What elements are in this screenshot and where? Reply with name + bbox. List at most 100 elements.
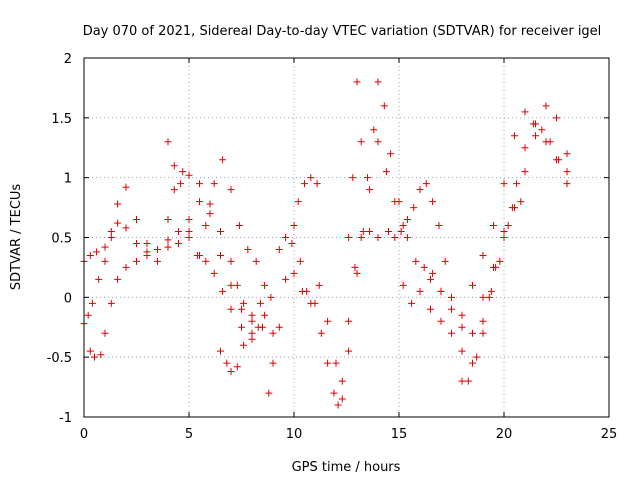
data-point <box>410 204 418 212</box>
data-point <box>351 263 359 271</box>
data-point <box>93 248 101 256</box>
data-point <box>420 263 428 271</box>
data-point <box>114 219 122 227</box>
data-point <box>313 180 321 188</box>
data-point <box>248 335 256 343</box>
data-point <box>345 317 353 325</box>
x-tick-label: 25 <box>601 427 618 442</box>
data-point <box>122 224 130 232</box>
data-point <box>317 329 325 337</box>
series-track-9 <box>345 78 445 295</box>
data-point <box>133 216 140 224</box>
data-point <box>496 257 504 265</box>
data-point <box>429 198 437 206</box>
data-point <box>315 281 323 289</box>
data-point <box>366 228 374 236</box>
series-track-1 <box>80 168 277 337</box>
data-point <box>196 251 203 259</box>
data-point <box>288 239 296 247</box>
data-point <box>504 222 512 230</box>
data-point <box>238 305 245 313</box>
data-point <box>553 114 560 122</box>
data-point <box>427 275 434 283</box>
series-track-11 <box>399 120 571 385</box>
series-track-12 <box>427 102 571 337</box>
data-point <box>95 275 103 283</box>
data-point <box>448 293 455 301</box>
data-point <box>334 401 342 409</box>
y-tick-label: 2 <box>64 52 72 67</box>
data-point <box>508 204 516 212</box>
data-point <box>370 126 378 134</box>
data-point <box>122 183 130 191</box>
data-point <box>332 359 340 367</box>
data-point <box>416 287 424 295</box>
chart-title: Day 070 of 2021, Sidereal Day-to-day VTE… <box>83 24 602 39</box>
data-point <box>217 347 224 355</box>
data-point <box>114 200 122 208</box>
data-point <box>101 329 109 337</box>
data-point <box>217 251 224 259</box>
y-tick-label: 1 <box>64 172 72 187</box>
data-point <box>235 222 243 230</box>
data-point <box>196 180 203 188</box>
data-point <box>227 281 235 289</box>
data-point <box>122 263 130 271</box>
data-point <box>290 222 298 230</box>
data-point <box>357 234 365 241</box>
data-point <box>345 234 353 241</box>
axis-ticks: 0 5 10 15 20 25 -1 -0.5 0 0.5 1 1.5 2 <box>47 52 618 442</box>
data-point <box>563 150 571 158</box>
data-point <box>210 180 218 188</box>
data-point <box>532 120 539 128</box>
data-point <box>458 347 466 355</box>
data-point <box>107 228 115 236</box>
y-tick-label: -1 <box>59 411 72 426</box>
data-point <box>88 299 96 307</box>
data-point <box>143 239 151 247</box>
data-point <box>324 359 332 367</box>
data-point <box>553 156 560 164</box>
data-point <box>374 234 382 241</box>
data-point <box>219 287 227 295</box>
data-point <box>448 305 455 313</box>
data-point <box>175 239 182 247</box>
data-point <box>275 323 283 331</box>
data-point <box>177 180 185 188</box>
data-point <box>307 299 315 307</box>
data-point <box>248 311 256 319</box>
data-point <box>267 293 275 301</box>
data-point <box>290 269 298 277</box>
series-track-3 <box>86 234 256 361</box>
x-tick-label: 10 <box>286 427 303 442</box>
data-point <box>473 353 481 361</box>
data-point <box>469 281 476 289</box>
data-point <box>294 198 302 206</box>
data-point <box>385 228 392 236</box>
data-point <box>154 257 161 265</box>
data-point <box>282 275 290 283</box>
data-point <box>185 228 193 236</box>
data-point <box>185 234 193 241</box>
data-point <box>513 180 521 188</box>
data-point <box>458 323 466 331</box>
data-point <box>91 353 98 361</box>
y-tick-label: 0 <box>64 291 72 306</box>
data-point <box>399 281 407 289</box>
data-point <box>282 234 290 241</box>
data-point <box>359 228 367 236</box>
data-point <box>500 234 508 241</box>
data-point <box>412 257 420 265</box>
data-point <box>382 168 390 176</box>
data-point <box>408 299 416 307</box>
data-point <box>170 186 178 194</box>
data-point <box>227 305 235 313</box>
data-point <box>301 180 308 188</box>
data-point <box>380 102 388 110</box>
data-point <box>227 368 235 376</box>
data-point <box>374 138 382 146</box>
data-point <box>275 245 283 253</box>
data-point <box>479 317 487 325</box>
data-point <box>254 323 262 331</box>
